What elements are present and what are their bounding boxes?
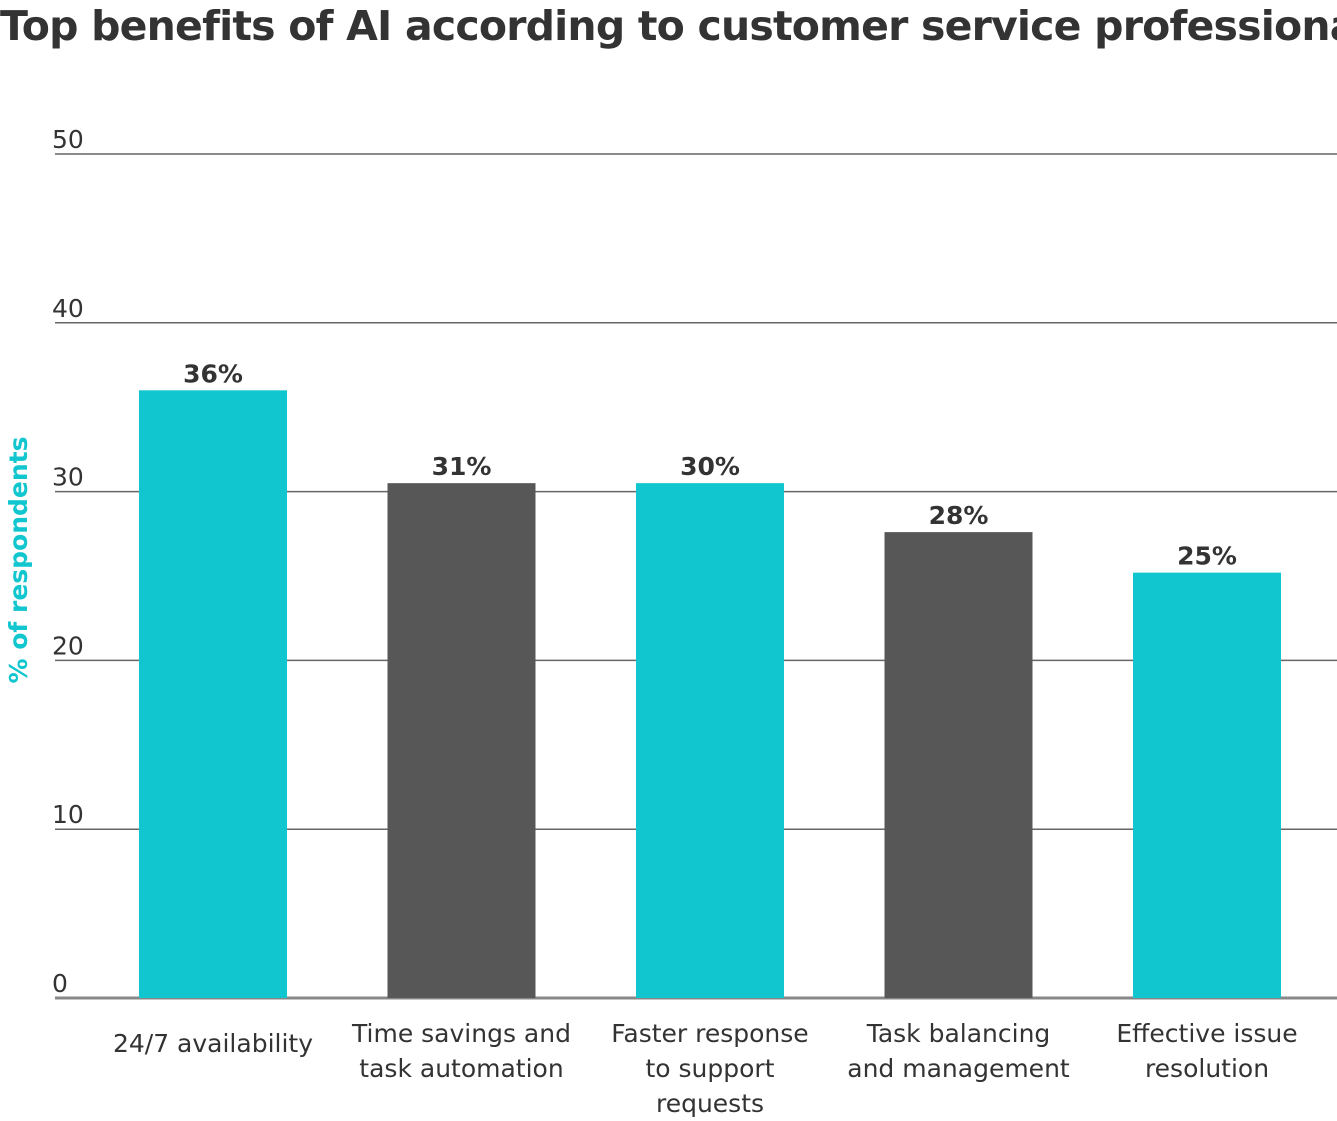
y-tick-label: 40 [52,294,84,323]
category-label-line: to support [645,1054,774,1083]
category-label: 24/7 availability [113,1029,313,1058]
category-label: Task balancing and management [847,1019,1070,1083]
category-label-line: Time savings and [351,1019,571,1048]
bar [884,532,1033,998]
y-tick-label: 10 [52,800,84,829]
category-label-line: resolution [1145,1054,1269,1083]
category-label-line: 24/7 availability [113,1029,313,1058]
y-tick-label: 30 [52,463,84,492]
y-tick-label: 50 [52,125,84,154]
data-label: 31% [432,452,492,481]
data-label: 25% [1177,542,1237,571]
bar [139,390,287,998]
category-label: Effective issue resolution [1116,1019,1297,1083]
bar [387,483,536,998]
category-label: Time savings and task automation [351,1019,571,1083]
bar [636,483,784,998]
category-label-line: and management [847,1054,1070,1083]
category-label-line: task automation [359,1054,563,1083]
bar [1133,572,1281,998]
data-label: 28% [929,501,989,530]
y-tick-label: 0 [52,969,68,998]
category-label-line: Effective issue [1116,1019,1297,1048]
category-label-line: Faster response [611,1019,808,1048]
category-label-line: requests [656,1089,764,1118]
category-label-line: Task balancing [866,1019,1051,1048]
category-label: Faster response to support requests [611,1019,808,1118]
y-tick-label: 20 [52,631,84,660]
data-label: 30% [680,452,740,481]
data-label: 36% [183,359,243,388]
chart-title: Top benefits of AI according to customer… [0,2,1337,50]
y-axis-label: % of respondents [4,436,33,683]
